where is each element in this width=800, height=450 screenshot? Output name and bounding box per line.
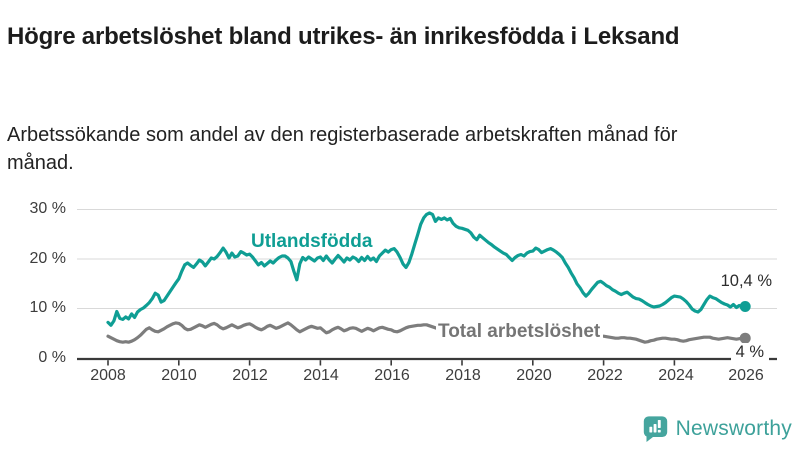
x-axis-label-2008: 2008 [90, 367, 126, 384]
x-axis-label-2026: 2026 [728, 367, 764, 384]
x-axis-label-2014: 2014 [303, 367, 339, 384]
newsworthy-logo: Newsworthy [642, 415, 792, 442]
y-axis-label-10: 10 % [29, 299, 66, 316]
bar-chart-speech-bubble-icon [643, 416, 667, 442]
end-value-label-total: 4 % [730, 343, 769, 367]
end-value-label-utlandsfodda: 10,4 % [720, 272, 772, 290]
x-axis-label-2018: 2018 [445, 367, 481, 384]
x-axis-label-2020: 2020 [516, 367, 552, 384]
page-subtitle: Arbetssökande som andel av den registerb… [7, 124, 678, 174]
x-axis-label-2016: 2016 [374, 367, 410, 384]
y-axis-label-30: 30 % [29, 200, 66, 217]
x-axis-label-2010: 2010 [161, 367, 197, 384]
x-axis-label-2022: 2022 [587, 367, 623, 384]
y-axis-label-0: 0 % [38, 349, 66, 366]
series-label-utlandsfodda: Utlandsfödda [251, 231, 373, 252]
page-title: Högre arbetslöshet bland utrikes- än inr… [7, 23, 680, 51]
series-label-total-arbetsloshet: Total arbetslöshet [436, 321, 604, 344]
brand-name: Newsworthy [675, 416, 792, 440]
y-axis-label-20: 20 % [29, 250, 66, 267]
x-axis-label-2024: 2024 [658, 367, 694, 384]
x-axis-label-2012: 2012 [232, 367, 268, 384]
